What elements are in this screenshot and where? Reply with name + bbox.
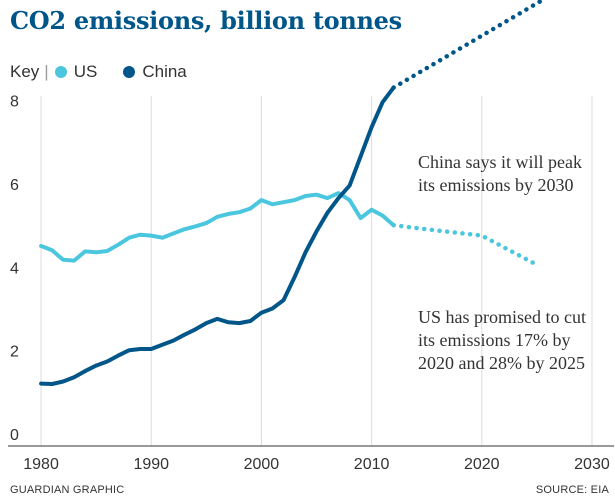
legend: Key | US China [10, 62, 213, 82]
legend-item-us: US [54, 62, 98, 82]
credit-label: GUARDIAN GRAPHIC [10, 484, 125, 496]
y-tick-label-2: 2 [10, 344, 19, 361]
x-tick-label-2030: 2030 [574, 456, 610, 473]
legend-swatch-china [123, 66, 136, 78]
x-tick-label-1990: 1990 [133, 456, 169, 473]
series-line-china [39, 85, 396, 386]
annotation-us-line-1: US has promised to cut [418, 307, 586, 327]
source-label: SOURCE: EIA [535, 484, 609, 496]
y-tick-label-8: 8 [10, 94, 19, 111]
annotation-us-line-2: its emissions 17% by [418, 330, 571, 350]
annotation-us-line-3: 2020 and 28% by 2025 [418, 353, 585, 373]
legend-separator: | [44, 62, 49, 81]
legend-label-china: China [142, 62, 187, 81]
legend-label-us: US [73, 62, 98, 81]
series-line-us-projection [391, 222, 540, 268]
legend-swatch-us [54, 66, 67, 78]
legend-key-label: Key [10, 62, 40, 81]
chart-title: CO2 emissions, billion tonnes [10, 6, 402, 35]
series-line-us [39, 191, 396, 263]
x-tick-label-1980: 1980 [23, 456, 59, 473]
x-tick-label-2020: 2020 [464, 456, 500, 473]
annotation-china-line-2: its emissions by 2030 [418, 175, 574, 195]
annotation-china-line-1: China says it will peak [418, 152, 582, 172]
legend-item-china: China [123, 62, 187, 82]
x-tick-label-2010: 2010 [354, 456, 390, 473]
y-tick-label-0: 0 [10, 427, 19, 444]
y-tick-label-6: 6 [10, 177, 19, 194]
y-tick-label-4: 4 [10, 260, 19, 277]
series-line-china-projection [391, 0, 547, 90]
x-tick-label-2000: 2000 [244, 456, 280, 473]
